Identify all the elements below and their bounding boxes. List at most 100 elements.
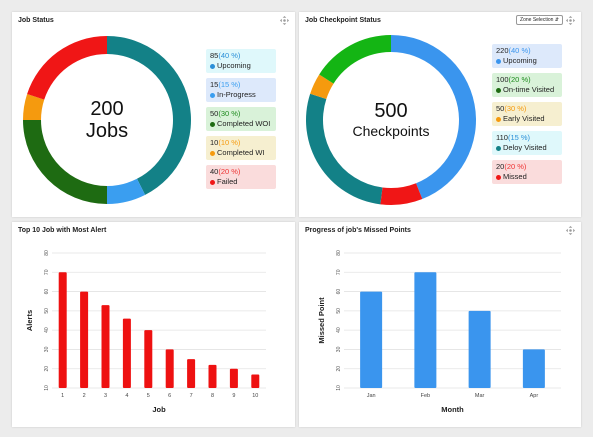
legend-percent: (20 %) <box>508 75 531 84</box>
donut-segment[interactable] <box>380 183 423 205</box>
y-tick-label: 50 <box>336 308 342 314</box>
legend-item-early-visited[interactable]: 50(30 %) Early Visited <box>492 102 562 126</box>
legend-item-upcoming[interactable]: 220(40 %) Upcoming <box>492 44 562 68</box>
x-tick-label: 2 <box>83 393 86 399</box>
legend-count: 100 <box>496 75 509 84</box>
legend-label: Failed <box>217 177 238 186</box>
move-icon[interactable] <box>280 16 289 25</box>
donut-segment[interactable] <box>107 36 191 195</box>
legend-percent: (15 %) <box>218 80 241 89</box>
bar[interactable] <box>522 349 545 388</box>
bar[interactable] <box>468 310 491 388</box>
legend-item-upcoming[interactable]: 85(40 %) Upcoming <box>206 49 276 73</box>
donut-segment[interactable] <box>306 93 383 205</box>
x-tick-label: 4 <box>125 393 128 399</box>
bar[interactable] <box>58 272 67 388</box>
bar[interactable] <box>80 291 89 388</box>
legend-count: 85 <box>210 51 219 60</box>
x-tick-label: 5 <box>147 393 150 399</box>
bar[interactable] <box>251 374 260 389</box>
legend-label: Deloy Visited <box>503 143 547 152</box>
legend-percent: (40 %) <box>218 51 241 60</box>
legend-count: 50 <box>496 104 505 113</box>
alerts-bar-chart: 10 20 30 40 50 60 70 80 1 2 3 4 5 6 7 8 9 10 Job Alerts <box>25 250 266 414</box>
donut-segment[interactable] <box>310 74 334 99</box>
checkpoint-status-legend: 220(40 %) Upcoming 100(20 %) On-time Visite… <box>492 44 562 189</box>
bar[interactable] <box>414 272 437 388</box>
y-tick-label: 20 <box>336 366 342 372</box>
y-axis-label: Alerts <box>25 310 34 331</box>
panel-title: Progress of job's Missed Points <box>305 227 411 234</box>
legend-label: Upcoming <box>503 56 537 65</box>
donut-segment[interactable] <box>23 120 107 204</box>
legend-dot <box>210 150 215 156</box>
checkpoint-status-panel: Job Checkpoint Status Zone Selection ⇵ 5… <box>299 12 581 217</box>
bar[interactable] <box>187 359 196 388</box>
legend-dot <box>496 58 501 64</box>
legend-label: Completed WI <box>217 148 265 157</box>
legend-percent: (15 %) <box>507 133 531 142</box>
missed-points-bar-chart: 10 20 30 40 50 60 70 80 Jan Feb Mar Apr Month Missed … <box>317 250 561 414</box>
y-tick-label: 60 <box>336 289 342 295</box>
legend-item-missed[interactable]: 20(20 %) Missed <box>492 160 562 184</box>
y-tick-label: 80 <box>44 250 50 256</box>
legend-dot <box>210 63 215 69</box>
sort-icon: ⇵ <box>554 17 559 23</box>
y-tick-label: 10 <box>336 385 342 391</box>
legend-label: On-time Visited <box>503 85 555 94</box>
bar[interactable] <box>360 291 383 388</box>
bar[interactable] <box>101 305 110 388</box>
y-tick-label: 40 <box>336 327 342 333</box>
donut-segment[interactable] <box>107 178 146 204</box>
legend-count: 50 <box>210 109 219 118</box>
x-tick-label: Feb <box>421 393 430 399</box>
bar[interactable] <box>165 349 174 388</box>
bar[interactable] <box>122 318 131 388</box>
legend-percent: (40 %) <box>508 46 531 55</box>
y-tick-label: 70 <box>44 269 50 275</box>
x-tick-label: 1 <box>61 393 64 399</box>
top-alerts-panel: Top 10 Job with Most Alert 10 20 30 40 50 60 7… <box>12 222 295 427</box>
move-icon[interactable] <box>566 226 575 235</box>
bar[interactable] <box>144 330 153 388</box>
bar[interactable] <box>208 364 217 388</box>
job-status-donut: 200 Jobs <box>22 34 192 206</box>
donut-segment[interactable] <box>27 36 107 100</box>
legend-dot <box>496 116 501 122</box>
move-icon[interactable] <box>566 16 575 25</box>
legend-item-in-progress[interactable]: 15(15 %) In-Progress <box>206 78 276 102</box>
legend-dot <box>496 87 501 93</box>
legend-item-on-time-visited[interactable]: 100(20 %) On-time Visited <box>492 73 562 97</box>
y-tick-label: 80 <box>336 250 342 256</box>
legend-count: 15 <box>210 80 219 89</box>
legend-label: Completed WOI <box>217 119 271 128</box>
legend-item-completed-wi[interactable]: 10(10 %) Completed WI <box>206 136 276 160</box>
legend-count: 220 <box>496 46 509 55</box>
x-axis-label: Month <box>441 405 464 414</box>
y-tick-label: 70 <box>336 269 342 275</box>
donut-segment[interactable] <box>23 94 45 120</box>
legend-dot <box>496 145 501 151</box>
legend-item-failed[interactable]: 40(20 %) Failed <box>206 165 276 189</box>
zone-selection-dropdown[interactable]: Zone Selection ⇵ <box>516 15 563 25</box>
legend-dot <box>210 179 215 185</box>
legend-count: 110 <box>496 133 508 142</box>
missed-points-panel: Progress of job's Missed Points 10 20 30 40… <box>299 222 581 427</box>
donut-segment[interactable] <box>391 35 476 200</box>
legend-item-completed-woi[interactable]: 50(30 %) Completed WOI <box>206 107 276 131</box>
legend-percent: (30 %) <box>504 104 527 113</box>
legend-dot <box>496 174 501 180</box>
donut-segment[interactable] <box>319 35 391 84</box>
y-axis-label: Missed Point <box>317 297 326 344</box>
legend-count: 40 <box>210 167 219 176</box>
legend-item-deloy-visited[interactable]: 110(15 %) Deloy Visited <box>492 131 562 155</box>
y-tick-label: 60 <box>44 289 50 295</box>
legend-count: 10 <box>210 138 219 147</box>
x-tick-label: 9 <box>232 393 235 399</box>
panel-title: Job Status <box>18 17 54 24</box>
x-tick-label: Apr <box>530 393 539 399</box>
y-tick-label: 10 <box>44 385 50 391</box>
x-tick-label: Jan <box>367 393 376 399</box>
y-tick-label: 50 <box>44 308 50 314</box>
bar[interactable] <box>229 368 238 388</box>
